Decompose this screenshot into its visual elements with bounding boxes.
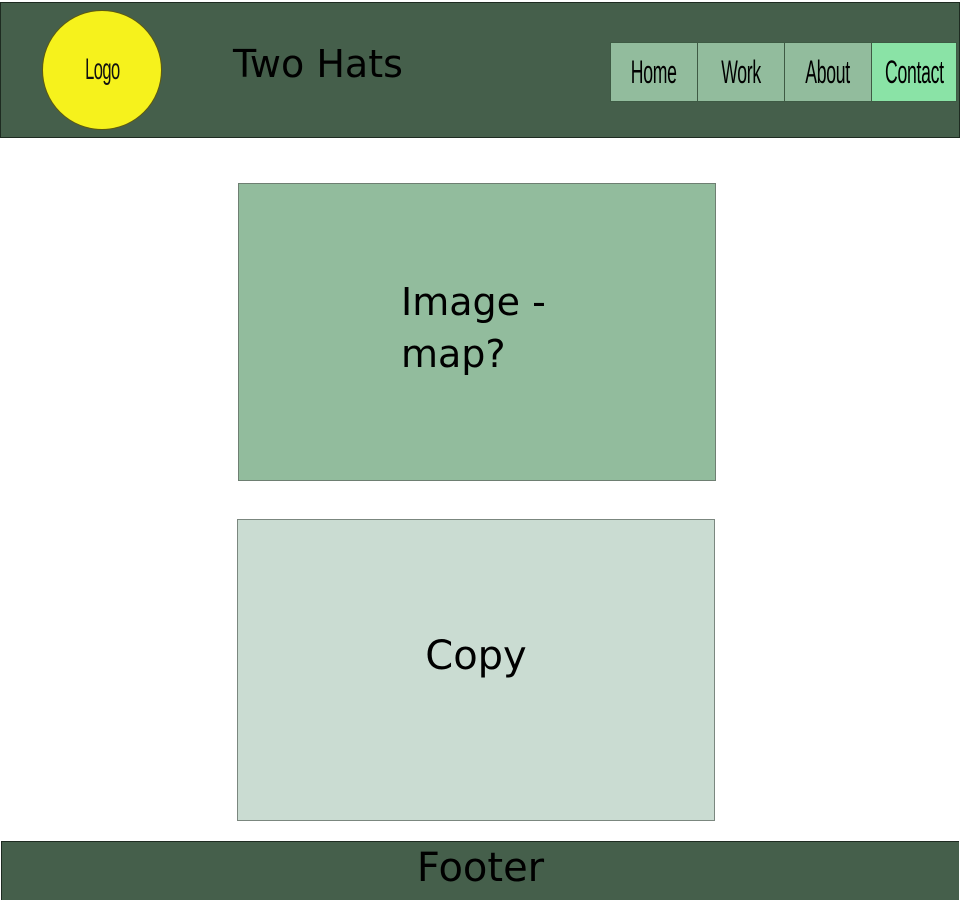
copy-placeholder-label: Copy [425,633,527,679]
nav-item-home[interactable]: Home [610,42,698,102]
nav-item-label: Home [631,53,677,90]
logo-label: Logo [84,53,120,86]
footer-label: Footer [416,845,545,891]
site-header: Logo Two Hats Home Work About Contact [0,2,960,138]
nav-item-label: Contact [884,53,944,90]
copy-placeholder: Copy [237,519,715,821]
nav-item-about[interactable]: About [784,42,872,102]
nav-item-label: Work [721,53,761,90]
site-title: Two Hats [233,42,403,86]
nav-item-contact[interactable]: Contact [871,42,957,102]
image-map-placeholder: Image - map? [238,183,716,481]
nav-item-label: About [805,53,851,90]
logo[interactable]: Logo [42,10,162,130]
image-placeholder-label: Image - map? [401,280,546,376]
site-footer: Footer [1,841,959,900]
main-nav: Home Work About Contact [610,42,957,102]
nav-item-work[interactable]: Work [697,42,785,102]
